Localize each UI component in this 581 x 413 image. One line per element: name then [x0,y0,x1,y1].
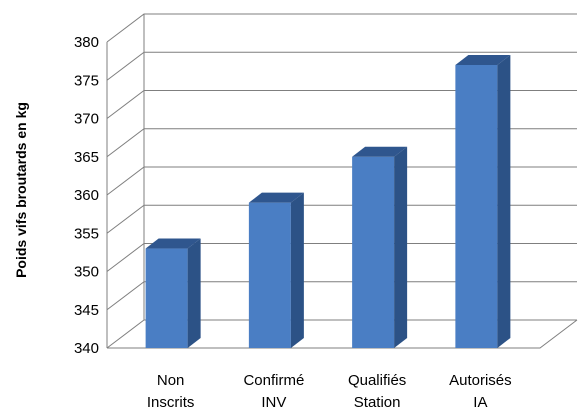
bars [145,54,511,348]
gridline [106,13,577,43]
y-tick-label: 380 [74,34,99,51]
x-category-label: Confirmé INV [243,372,304,411]
bar-side [497,54,511,348]
y-tick-label: 355 [74,225,99,242]
y-tick-label: 375 [74,72,99,89]
x-category-label: Autorisés IA [449,372,512,411]
y-tick-label: 350 [74,264,99,281]
x-category-label-line: Station [354,394,401,411]
x-category-label-line: Autorisés [449,372,512,389]
x-category-label: Qualifiés Station [348,372,406,411]
bar-side [394,146,408,348]
bar-top [145,238,201,249]
x-category-label-line: Non [157,372,185,389]
bar-top [352,146,408,157]
bar-front [352,156,395,348]
bar [455,54,511,348]
y-tick-label: 370 [74,111,99,128]
x-category-label: Non Inscrits [147,372,195,411]
bar-side [290,192,304,348]
y-tick-label: 345 [74,302,99,319]
bar-top [455,54,511,65]
bar-front [455,64,498,348]
bar-front [248,202,291,348]
bar-top [248,192,304,203]
y-axis-label: Poids vifs broutards en kg [13,102,29,278]
x-category-label-line: Qualifiés [348,372,406,389]
y-tick-label: 365 [74,149,99,166]
bar-front [145,248,188,348]
x-category-label-line: Confirmé [243,372,304,389]
x-category-labels: Non Inscrits Confirmé INV Qualifiés Station Au… [147,372,512,411]
x-category-label-line: IA [473,394,487,411]
bar [145,238,201,348]
bar [352,146,408,348]
x-category-label-line: Inscrits [147,394,195,411]
y-tick-labels: 340 345 350 355 360 365 370 375 380 [74,34,99,357]
x-category-label-line: INV [261,394,286,411]
bar-side [187,238,201,348]
y-tick-label: 360 [74,187,99,204]
bar [248,192,304,348]
y-tick-label: 340 [74,340,99,357]
